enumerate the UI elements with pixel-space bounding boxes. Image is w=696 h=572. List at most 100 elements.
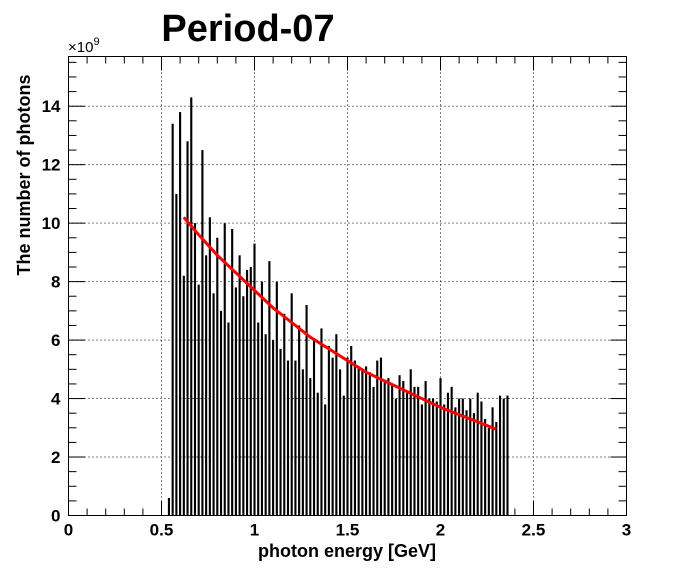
histogram-bar: [171, 123, 174, 516]
histogram-bar: [491, 407, 494, 516]
tick-labels: 0 0.5 1 1.5 2 2.5 3 0 2 4 6 8 10 12 14: [42, 97, 632, 539]
histogram-bar: [231, 228, 234, 516]
y-multiplier-base: ×10: [68, 39, 93, 56]
histogram-bar: [446, 392, 449, 516]
histogram-bar: [212, 293, 215, 516]
histogram-bar: [495, 421, 498, 516]
histogram-bar: [428, 398, 431, 516]
histogram-bar: [346, 357, 349, 516]
histogram-bar: [361, 369, 364, 516]
y-tick-label: 10: [42, 214, 61, 233]
x-tick-label: 0.5: [150, 521, 174, 540]
histogram-bar: [342, 395, 345, 516]
histogram-bar: [182, 275, 185, 516]
histogram-bar: [417, 386, 420, 516]
histogram-bar: [216, 237, 219, 516]
x-tick-label: 2.5: [522, 521, 546, 540]
y-axis-title: The number of photons: [14, 75, 34, 276]
histogram-bar: [391, 383, 394, 516]
histogram-bar: [502, 398, 505, 516]
histogram-bar: [219, 310, 223, 516]
histogram-bar: [175, 193, 178, 516]
histogram-bar: [179, 112, 182, 516]
histogram-bar: [205, 255, 208, 516]
histogram-bar: [268, 261, 271, 516]
y-tick-label: 0: [51, 507, 60, 526]
histogram-bar: [283, 313, 286, 516]
histogram-bar: [290, 293, 293, 516]
histogram-bar: [272, 340, 275, 516]
histogram-bar: [335, 334, 338, 516]
histogram-bar: [461, 398, 464, 516]
histogram-bar: [398, 375, 401, 516]
axis-ticks: [68, 56, 627, 516]
histogram-bar: [357, 366, 360, 516]
histogram-bar: [197, 284, 200, 516]
x-tick-label: 0: [64, 521, 73, 540]
histogram-bar: [376, 360, 379, 516]
histogram-bar: [279, 348, 282, 516]
histogram-bar: [435, 401, 438, 516]
histogram-bar: [253, 243, 256, 516]
histogram-bar: [257, 322, 260, 516]
histogram-bar: [443, 404, 446, 516]
histogram-bar: [312, 340, 316, 516]
histogram-bar: [383, 381, 386, 516]
histogram-bar: [242, 296, 245, 516]
histogram-bar: [193, 223, 197, 516]
histogram-bar: [286, 360, 290, 516]
histogram-bar: [450, 386, 453, 516]
y-tick-label: 6: [51, 331, 60, 350]
histogram-bar: [339, 369, 342, 516]
histogram-bar: [264, 334, 267, 516]
histogram-bar: [409, 369, 412, 516]
histogram-bar: [190, 97, 193, 516]
histogram-bar: [506, 395, 509, 516]
x-tick-label: 1.5: [336, 521, 360, 540]
histogram-bar: [368, 372, 371, 516]
histogram-bar: [234, 287, 237, 516]
histogram-bars: [167, 97, 509, 516]
histogram-bar: [480, 401, 483, 516]
y-tick-label: 2: [51, 448, 60, 467]
y-tick-label: 12: [42, 156, 61, 175]
histogram-bar: [275, 281, 278, 516]
histogram-bar: [476, 392, 479, 516]
histogram-bar: [394, 398, 397, 516]
histogram-bar: [309, 378, 312, 516]
histogram-bar: [365, 366, 368, 516]
histogram-bar: [372, 386, 375, 516]
x-tick-label: 3: [622, 521, 631, 540]
histogram-bar: [439, 378, 442, 516]
histogram-bar: [487, 427, 490, 516]
y-tick-label: 4: [51, 390, 61, 409]
y-multiplier-exponent: 9: [93, 36, 99, 48]
histogram-bar: [298, 325, 301, 516]
histogram-bar: [379, 357, 383, 516]
fit-curve: [182, 216, 497, 431]
x-axis-title: photon energy [GeV]: [258, 541, 436, 561]
histogram-bar: [454, 407, 457, 516]
y-tick-label: 14: [42, 97, 61, 116]
histogram-bar: [324, 404, 327, 516]
histogram-bar: [498, 395, 502, 516]
histogram-bar: [294, 360, 297, 516]
histogram-bar: [413, 386, 416, 516]
histogram-bar: [458, 398, 461, 516]
histogram-bar: [424, 381, 427, 516]
histogram-bar: [484, 419, 487, 516]
histogram-bar: [246, 269, 249, 516]
histogram-bar: [260, 281, 263, 516]
x-tick-label: 1: [250, 521, 259, 540]
histogram-bar: [301, 369, 304, 516]
grid-lines: [68, 56, 627, 516]
chart-title: Period-07: [161, 8, 334, 50]
histogram-bar: [465, 410, 468, 516]
histogram-bar: [327, 345, 330, 516]
histogram-bar: [469, 398, 472, 516]
y-tick-label: 8: [51, 273, 60, 292]
histogram-bar: [387, 378, 390, 516]
histogram-bar: [331, 357, 334, 516]
histogram-bar: [350, 345, 353, 516]
histogram-bar: [223, 223, 226, 516]
